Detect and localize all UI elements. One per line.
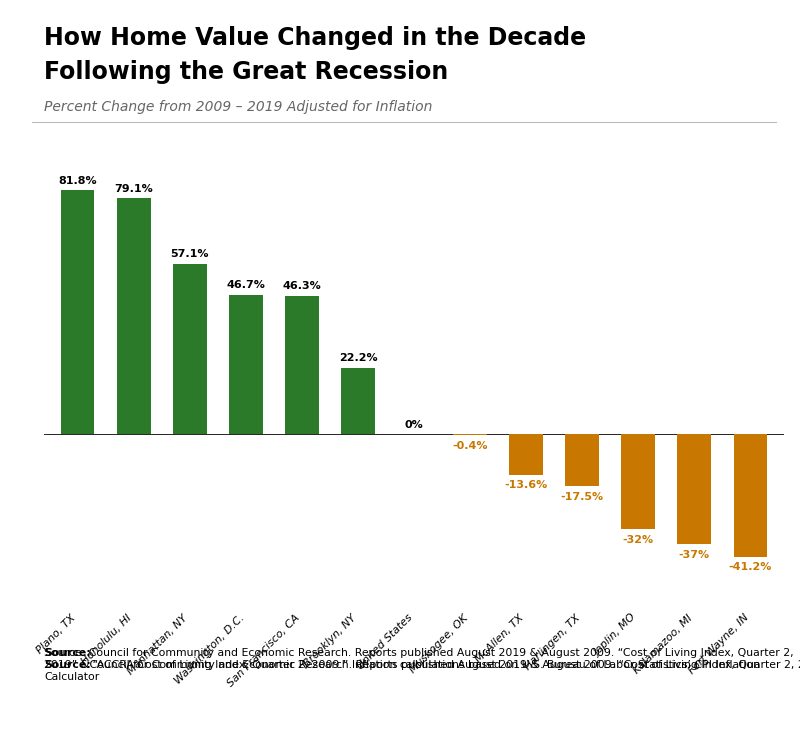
Text: Source:: Source:	[44, 648, 90, 658]
Text: 0%: 0%	[405, 419, 423, 430]
Text: How Home Value Changed in the Decade: How Home Value Changed in the Decade	[44, 26, 586, 51]
Text: Source:: Source:	[44, 660, 90, 670]
Text: -13.6%: -13.6%	[505, 480, 548, 490]
Text: Percent Change from 2009 – 2019 Adjusted for Inflation: Percent Change from 2009 – 2019 Adjusted…	[44, 100, 432, 114]
Bar	[229, 295, 262, 434]
Text: 81.8%: 81.8%	[58, 176, 97, 185]
Bar	[734, 434, 767, 557]
Text: -32%: -32%	[622, 535, 654, 545]
Bar	[117, 198, 150, 434]
Text: -37%: -37%	[678, 550, 710, 559]
Bar	[678, 434, 711, 544]
Bar	[622, 434, 655, 529]
Text: 46.7%: 46.7%	[226, 280, 266, 290]
Bar	[566, 434, 599, 486]
Bar	[510, 434, 543, 474]
Text: 22.2%: 22.2%	[338, 354, 378, 363]
Bar	[173, 264, 206, 434]
Text: Source: Council for Community and Economic Research. Reports published August 20: Source: Council for Community and Econom…	[44, 648, 794, 682]
Text: 57.1%: 57.1%	[170, 250, 209, 259]
Text: -0.4%: -0.4%	[452, 440, 488, 451]
Bar	[285, 296, 318, 434]
Text: -41.2%: -41.2%	[729, 562, 772, 572]
Text: Following the Great Recession: Following the Great Recession	[44, 60, 448, 84]
Text: -17.5%: -17.5%	[561, 492, 604, 501]
Text: 46.3%: 46.3%	[282, 281, 322, 291]
Text: Council for Community and Economic Research. Reports published August 2019 & Aug: Council for Community and Economic Resea…	[86, 660, 800, 670]
Bar	[341, 368, 374, 434]
Bar	[61, 190, 94, 434]
Text: 79.1%: 79.1%	[114, 183, 153, 194]
Bar	[454, 434, 487, 435]
